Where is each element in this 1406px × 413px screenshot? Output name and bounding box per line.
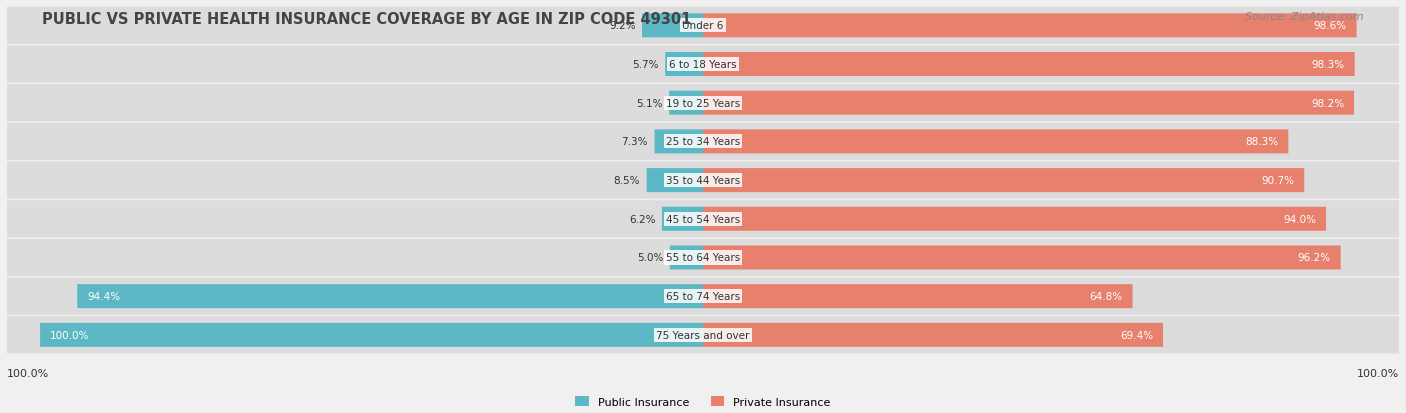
Text: 6.2%: 6.2% xyxy=(628,214,655,224)
Text: 69.4%: 69.4% xyxy=(1121,330,1153,340)
Legend: Public Insurance, Private Insurance: Public Insurance, Private Insurance xyxy=(571,392,835,411)
Text: 65 to 74 Years: 65 to 74 Years xyxy=(666,292,740,301)
Text: 5.0%: 5.0% xyxy=(637,253,664,263)
Text: 5.1%: 5.1% xyxy=(636,98,662,109)
Text: 9.2%: 9.2% xyxy=(609,21,636,31)
FancyBboxPatch shape xyxy=(703,53,1354,77)
Text: 98.2%: 98.2% xyxy=(1310,98,1344,109)
Text: 88.3%: 88.3% xyxy=(1246,137,1278,147)
Text: 98.6%: 98.6% xyxy=(1313,21,1347,31)
Text: 96.2%: 96.2% xyxy=(1298,253,1330,263)
Text: 8.5%: 8.5% xyxy=(613,176,640,185)
FancyBboxPatch shape xyxy=(7,46,1399,83)
Text: 19 to 25 Years: 19 to 25 Years xyxy=(666,98,740,109)
Text: 98.3%: 98.3% xyxy=(1312,60,1344,70)
FancyBboxPatch shape xyxy=(7,123,1399,161)
FancyBboxPatch shape xyxy=(643,14,703,38)
FancyBboxPatch shape xyxy=(655,130,703,154)
Text: 6 to 18 Years: 6 to 18 Years xyxy=(669,60,737,70)
FancyBboxPatch shape xyxy=(7,162,1399,199)
Text: 7.3%: 7.3% xyxy=(621,137,648,147)
Text: 64.8%: 64.8% xyxy=(1090,292,1122,301)
Text: 35 to 44 Years: 35 to 44 Years xyxy=(666,176,740,185)
Text: 5.7%: 5.7% xyxy=(633,60,658,70)
FancyBboxPatch shape xyxy=(703,169,1305,192)
FancyBboxPatch shape xyxy=(665,53,703,77)
Text: 55 to 64 Years: 55 to 64 Years xyxy=(666,253,740,263)
Text: 45 to 54 Years: 45 to 54 Years xyxy=(666,214,740,224)
FancyBboxPatch shape xyxy=(7,239,1399,276)
Text: 94.4%: 94.4% xyxy=(87,292,121,301)
FancyBboxPatch shape xyxy=(669,246,703,270)
Text: 90.7%: 90.7% xyxy=(1261,176,1295,185)
FancyBboxPatch shape xyxy=(669,91,703,115)
FancyBboxPatch shape xyxy=(703,285,1133,309)
Text: PUBLIC VS PRIVATE HEALTH INSURANCE COVERAGE BY AGE IN ZIP CODE 49301: PUBLIC VS PRIVATE HEALTH INSURANCE COVER… xyxy=(42,12,692,27)
Text: 100.0%: 100.0% xyxy=(51,330,90,340)
FancyBboxPatch shape xyxy=(703,130,1288,154)
FancyBboxPatch shape xyxy=(703,207,1326,231)
Text: 75 Years and over: 75 Years and over xyxy=(657,330,749,340)
FancyBboxPatch shape xyxy=(41,323,703,347)
Text: 25 to 34 Years: 25 to 34 Years xyxy=(666,137,740,147)
Text: 94.0%: 94.0% xyxy=(1284,214,1316,224)
FancyBboxPatch shape xyxy=(7,85,1399,122)
FancyBboxPatch shape xyxy=(77,285,703,309)
FancyBboxPatch shape xyxy=(7,201,1399,238)
FancyBboxPatch shape xyxy=(7,278,1399,315)
Text: Source: ZipAtlas.com: Source: ZipAtlas.com xyxy=(1246,12,1364,22)
FancyBboxPatch shape xyxy=(662,207,703,231)
Text: 100.0%: 100.0% xyxy=(7,368,49,378)
FancyBboxPatch shape xyxy=(7,8,1399,45)
Text: Under 6: Under 6 xyxy=(682,21,724,31)
FancyBboxPatch shape xyxy=(703,14,1357,38)
FancyBboxPatch shape xyxy=(703,91,1354,115)
FancyBboxPatch shape xyxy=(647,169,703,192)
Text: 100.0%: 100.0% xyxy=(1357,368,1399,378)
FancyBboxPatch shape xyxy=(703,246,1341,270)
FancyBboxPatch shape xyxy=(7,316,1399,354)
FancyBboxPatch shape xyxy=(703,323,1163,347)
